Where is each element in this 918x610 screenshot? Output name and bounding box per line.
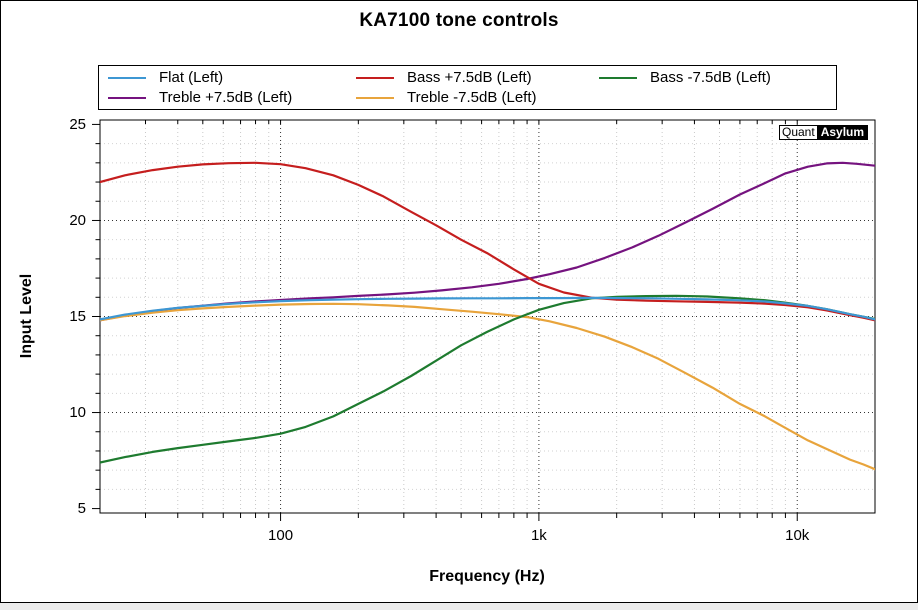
legend-item-flat-left: Flat (Left) bbox=[108, 69, 356, 86]
y-tick-label-10: 10 bbox=[69, 404, 86, 422]
watermark-quantasylum: Quant Asylum bbox=[779, 125, 869, 140]
y-tick-label-5: 5 bbox=[77, 500, 86, 518]
y-axis-label: Input Level bbox=[18, 273, 35, 359]
chart-title: KA7100 tone controls bbox=[359, 10, 559, 31]
series-curve-bass-7-5db-left bbox=[100, 294, 875, 464]
legend-color-line bbox=[599, 76, 637, 79]
watermark-asylum-text: Asylum bbox=[816, 125, 869, 140]
series-curve-treble-7-5db-left bbox=[100, 302, 875, 471]
legend-label: Bass -7.5dB (Left) bbox=[650, 69, 771, 86]
legend-label: Flat (Left) bbox=[159, 69, 224, 86]
legend-label: Treble +7.5dB (Left) bbox=[159, 89, 293, 106]
y-tick-label-15: 15 bbox=[69, 308, 86, 325]
legend-item-bass-7-5db-left: Bass -7.5dB (Left) bbox=[599, 69, 836, 86]
legend-item-treble-7-5db-left: Treble +7.5dB (Left) bbox=[108, 89, 356, 106]
series-curve-treble-7-5db-left bbox=[100, 161, 875, 322]
legend-color-line bbox=[108, 96, 146, 99]
series-curve-bass-7-5db-left bbox=[100, 161, 875, 322]
x-axis-label: Frequency (Hz) bbox=[429, 568, 545, 585]
y-tick-label-20: 20 bbox=[69, 211, 86, 229]
x-tick-label-1k: 1k bbox=[530, 527, 547, 544]
legend-item-treble-7-5db-left: Treble -7.5dB (Left) bbox=[356, 89, 599, 106]
x-tick-label-10k: 10k bbox=[785, 527, 810, 544]
legend: Flat (Left) Bass +7.5dB (Left) Bass -7.5dB… bbox=[98, 65, 837, 110]
watermark-quant-text: Quant bbox=[779, 125, 817, 140]
y-tick-label-25: 25 bbox=[69, 115, 86, 133]
x-tick-label-100: 100 bbox=[268, 527, 294, 544]
legend-label: Bass +7.5dB (Left) bbox=[407, 69, 532, 86]
series-curve-flat-left bbox=[100, 296, 875, 321]
legend-label: Treble -7.5dB (Left) bbox=[407, 89, 537, 106]
legend-color-line bbox=[356, 96, 394, 99]
legend-color-line bbox=[108, 76, 146, 79]
plot-border bbox=[99, 119, 876, 514]
legend-item-bass-7-5db-left: Bass +7.5dB (Left) bbox=[356, 69, 599, 86]
gridlines-major bbox=[100, 120, 875, 513]
axis-ticks bbox=[92, 120, 798, 521]
legend-color-line bbox=[356, 76, 394, 79]
series-curves bbox=[100, 161, 875, 471]
